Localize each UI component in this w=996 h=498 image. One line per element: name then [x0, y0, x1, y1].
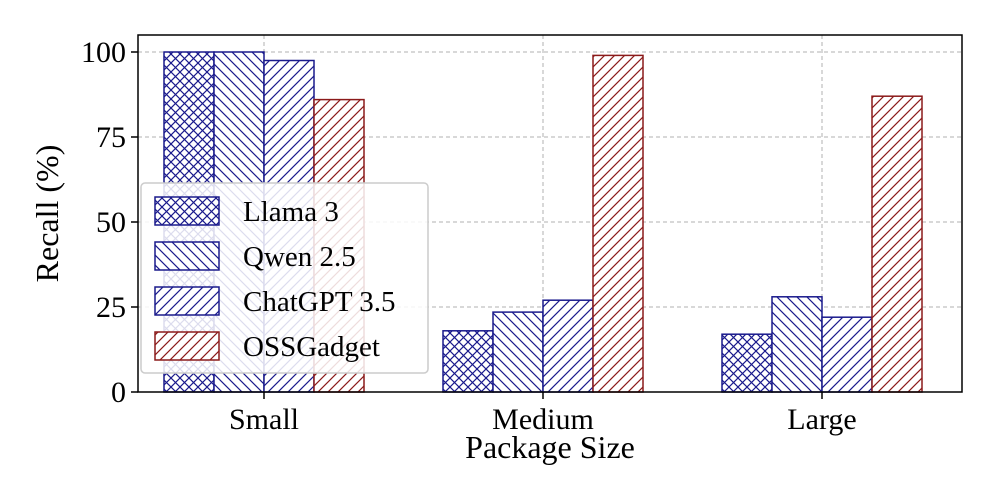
bar-chatgpt-3-5-large	[821, 316, 873, 393]
legend-swatch	[154, 286, 220, 316]
legend-swatch	[154, 196, 220, 226]
legend-label: ChatGPT 3.5	[243, 286, 396, 318]
y-tick-label: 50	[96, 206, 126, 239]
legend-box	[140, 182, 429, 374]
y-tick-label: 75	[96, 121, 126, 154]
bar-qwen-2-5-large	[771, 296, 823, 393]
x-axis-title: Package Size	[465, 429, 635, 465]
plot-frame	[137, 34, 963, 393]
bar-llama-3-medium	[442, 330, 494, 393]
legend-swatch	[154, 331, 220, 361]
bar-llama-3-large	[721, 333, 773, 393]
y-axis-ticks: 0 25 50 75 100	[81, 36, 138, 409]
bar-ossgadget-large	[871, 95, 923, 393]
legend-label: Llama 3	[243, 196, 339, 228]
y-tick-label: 25	[96, 291, 126, 324]
legend-swatch	[154, 241, 220, 271]
legend-label: OSSGadget	[243, 331, 380, 363]
bar-qwen-2-5-medium	[492, 311, 544, 393]
bar-ossgadget-medium	[592, 54, 644, 393]
x-axis-ticks: Small Medium Large	[229, 392, 857, 436]
y-axis-title: Recall (%)	[29, 145, 65, 283]
y-tick-label: 0	[111, 376, 126, 409]
legend: Llama 3 Qwen 2.5 ChatGPT 3.5 OSSGadget	[140, 182, 429, 374]
bar-chatgpt-3-5-medium	[542, 299, 594, 393]
legend-label: Qwen 2.5	[243, 241, 356, 273]
x-tick-label: Medium	[492, 403, 594, 436]
x-tick-label: Large	[787, 403, 856, 436]
y-tick-label: 100	[81, 36, 126, 69]
x-tick-label: Small	[229, 403, 299, 436]
